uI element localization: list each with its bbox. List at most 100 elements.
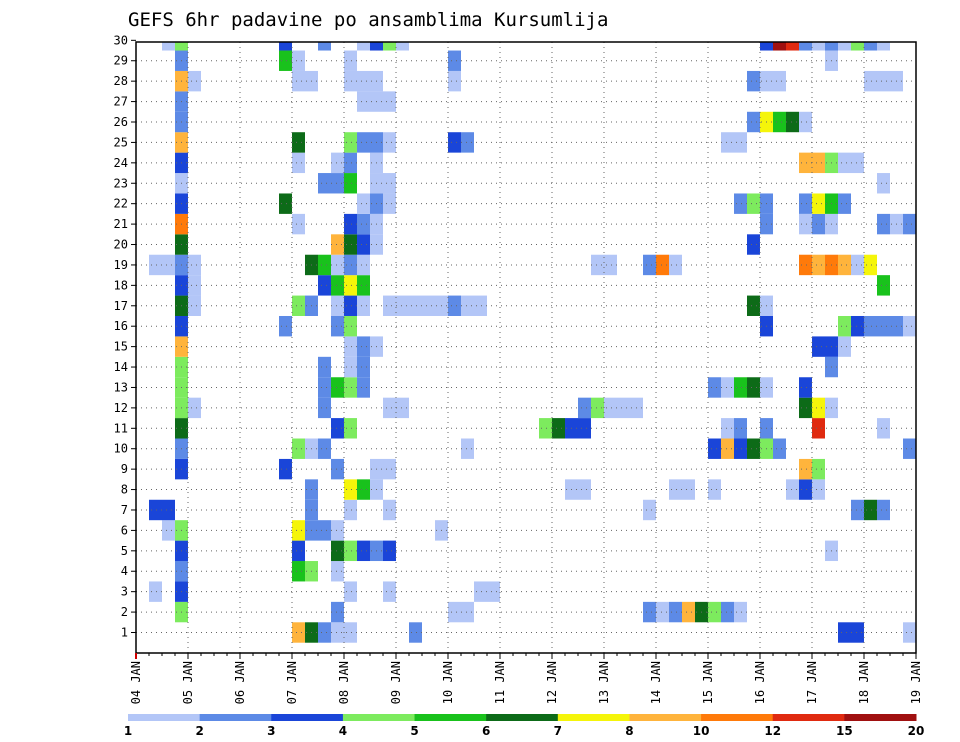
heatmap-cell (474, 581, 487, 602)
heatmap-cell (331, 254, 344, 276)
heatmap-cell (162, 42, 175, 51)
heatmap-cell (851, 315, 864, 337)
heatmap-cell (786, 479, 799, 500)
heatmap-cell (734, 418, 747, 439)
heatmap-cell (656, 254, 669, 276)
heatmap-cell (812, 213, 825, 235)
heatmap-cell (344, 581, 357, 602)
colorbar-segment (629, 714, 702, 721)
heatmap-cell (331, 622, 344, 643)
heatmap-cell (721, 438, 734, 459)
heatmap-cell (188, 70, 201, 92)
colorbar-segment (772, 714, 845, 721)
heatmap-cell (643, 499, 656, 521)
heatmap-cell (877, 213, 890, 235)
heatmap-cell (851, 254, 864, 276)
heatmap-cell (721, 418, 734, 439)
chart-title: GEFS 6hr padavine po ansamblima Kursumli… (128, 9, 608, 31)
heatmap-cell (877, 70, 890, 92)
heatmap-cell (448, 295, 461, 316)
heatmap-cell (812, 336, 825, 357)
heatmap-cell (188, 295, 201, 316)
heatmap-cell (747, 377, 760, 398)
heatmap-cell (669, 479, 682, 500)
heatmap-cell (721, 132, 734, 153)
heatmap-cell (383, 132, 396, 153)
heatmap-cell (708, 479, 721, 500)
x-tick-label: 18 JAN (857, 661, 871, 704)
heatmap-cell (812, 42, 825, 51)
colorbar-segment (414, 714, 487, 721)
heatmap-cell (734, 193, 747, 214)
x-tick-label: 05 JAN (181, 661, 195, 704)
heatmap-cell (344, 479, 357, 500)
heatmap-cell (331, 561, 344, 582)
y-tick-label: 2 (121, 605, 128, 619)
heatmap-cell (292, 295, 305, 316)
colorbar-segment (128, 714, 201, 721)
heatmap-cell (357, 356, 370, 378)
heatmap-cell (773, 111, 786, 133)
x-tick-label: 19 JAN (909, 661, 923, 704)
y-axis-ticks: 1234567891011121314151617181920212223242… (114, 33, 136, 640)
heatmap-cell (448, 601, 461, 623)
y-tick-label: 21 (114, 217, 128, 231)
y-tick-label: 22 (114, 197, 128, 211)
y-tick-label: 20 (114, 238, 128, 252)
heatmap-cell (279, 42, 292, 51)
heatmap-cell (396, 295, 409, 316)
heatmap-cell (604, 254, 617, 276)
heatmap-cell (357, 479, 370, 500)
heatmap-cell (383, 581, 396, 602)
heatmap-cell (331, 173, 344, 194)
heatmap-cell (864, 315, 877, 337)
y-tick-label: 25 (114, 135, 128, 149)
heatmap-cell (812, 458, 825, 480)
heatmap-cell (279, 193, 292, 214)
heatmap-cell (344, 418, 357, 439)
heatmap-cell (656, 601, 669, 623)
heatmap-cell (877, 173, 890, 194)
heatmap-cell (851, 152, 864, 174)
heatmap-cell (292, 213, 305, 235)
colorbar-label: 6 (482, 724, 490, 738)
colorbar-label: 1 (124, 724, 132, 738)
heatmap-cell (331, 234, 344, 255)
heatmap-cell (838, 42, 851, 51)
heatmap-cell (357, 132, 370, 153)
x-axis-ticks: 04 JAN 05 JAN 06 JAN 07 JAN 08 JAN 09 JAN 10 J… (129, 653, 923, 704)
heatmap-cell (903, 438, 916, 459)
heatmap-cell (357, 234, 370, 255)
colorbar-segment (844, 714, 917, 721)
heatmap-cell (721, 601, 734, 623)
x-tick-label: 10 JAN (441, 661, 455, 704)
heatmap-cell (448, 70, 461, 92)
heatmap-cell (747, 111, 760, 133)
heatmap-cell (162, 520, 175, 541)
heatmap-cell (162, 499, 175, 521)
heatmap-cell (812, 479, 825, 500)
heatmap-cell (344, 70, 357, 92)
heatmap-cell (344, 499, 357, 521)
heatmap-cell (383, 397, 396, 419)
y-tick-label: 29 (114, 54, 128, 68)
colorbar-label: 4 (339, 724, 347, 738)
heatmap-cell (331, 520, 344, 541)
heatmap-cell (799, 111, 812, 133)
heatmap-cell (747, 193, 760, 214)
heatmap-cell (851, 42, 864, 51)
y-tick-label: 12 (114, 401, 128, 415)
heatmap-cell (682, 479, 695, 500)
y-tick-label: 14 (114, 360, 128, 374)
heatmap-cell (812, 193, 825, 214)
heatmap-cell (279, 458, 292, 480)
y-tick-label: 1 (121, 626, 128, 640)
heatmap-cell (292, 152, 305, 174)
heatmap-cell (838, 193, 851, 214)
heatmap-cell (357, 377, 370, 398)
x-tick-label: 06 JAN (233, 661, 247, 704)
y-tick-label: 19 (114, 258, 128, 272)
x-tick-label: 07 JAN (285, 661, 299, 704)
heatmap-cell (162, 254, 175, 276)
colorbar-segment (199, 714, 272, 721)
